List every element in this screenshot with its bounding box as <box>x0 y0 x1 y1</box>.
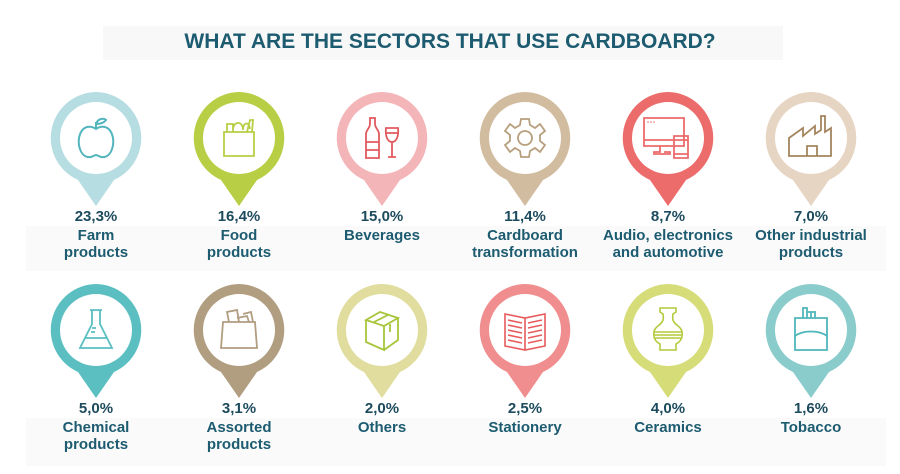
sector-label-line-1: Audio, electronics <box>602 227 734 244</box>
map-pin-marker <box>50 92 142 206</box>
sector-label-line-2: transformation <box>472 244 578 261</box>
map-pin-marker <box>336 284 428 398</box>
sector-label: Ceramics <box>588 419 748 436</box>
sector-label-line-1: Others <box>357 419 407 436</box>
sector-label: Stationery <box>445 419 605 436</box>
sector-percentage: 2,0% <box>364 400 400 417</box>
map-pin-marker <box>622 284 714 398</box>
sector-label-line-1: Tobacco <box>780 419 842 436</box>
sector-label-line-1: Ceramics <box>634 419 702 436</box>
sector-label-line-2: and automotive <box>612 244 724 261</box>
map-pin-marker <box>50 284 142 398</box>
sector-label: Tobacco <box>731 419 891 436</box>
map-pin-marker <box>479 284 571 398</box>
sector-label-line-1: Farm <box>77 227 115 244</box>
sector-label-line-2: products <box>63 244 129 261</box>
vase-icon <box>652 307 684 351</box>
sector-label-line-1: Other industrial <box>755 227 867 244</box>
cigarette-pack-icon <box>794 307 828 351</box>
map-pin-marker <box>622 92 714 206</box>
sector-label: Beverages <box>302 227 462 244</box>
sector-label-line-1: Stationery <box>488 419 562 436</box>
sector-label: Cardboard transformation <box>445 227 605 261</box>
sector-percentage: 23,3% <box>74 208 118 225</box>
apple-icon <box>77 117 115 159</box>
sector-percentage: 11,4% <box>504 208 546 225</box>
map-pin-marker <box>193 92 285 206</box>
map-pin-marker <box>479 92 571 206</box>
map-pin-marker <box>193 284 285 398</box>
sector-label-line-1: Cardboard <box>487 227 563 244</box>
gear-icon <box>503 118 547 158</box>
sector-percentage: 5,0% <box>78 400 114 417</box>
page-title: WHAT ARE THE SECTORS THAT USE CARDBOARD? <box>184 30 716 53</box>
sector-label-line-1: Food <box>220 227 258 244</box>
sector-label-line-1: Beverages <box>344 227 420 244</box>
shopping-bag-icon <box>220 308 258 349</box>
flask-icon <box>78 309 114 349</box>
sector-label: Food products <box>159 227 319 261</box>
sector-percentage: 2,5% <box>507 400 543 417</box>
factory-icon <box>788 115 832 157</box>
grocery-bag-icon <box>223 119 255 157</box>
sector-label: Assorted products <box>159 419 319 453</box>
sector-label-line-2: products <box>206 436 272 453</box>
sector-percentage: 7,0% <box>793 208 829 225</box>
sector-label-line-2: products <box>778 244 844 261</box>
sector-label-line-1: Assorted <box>206 419 272 436</box>
label-band-row-2 <box>26 418 886 466</box>
sector-label: Farm products <box>16 227 176 261</box>
sector-label: Chemical products <box>16 419 176 453</box>
map-pin-marker <box>765 284 857 398</box>
sector-label: Others <box>302 419 462 436</box>
sector-label-line-2: products <box>63 436 129 453</box>
devices-icon <box>643 117 689 159</box>
sector-percentage: 16,4% <box>217 208 261 225</box>
sector-label-line-2: products <box>206 244 272 261</box>
sector-percentage: 3,1% <box>221 400 257 417</box>
label-band-row-1 <box>26 226 886 271</box>
map-pin-marker <box>765 92 857 206</box>
sector-percentage: 15,0% <box>360 208 404 225</box>
map-pin-marker <box>336 92 428 206</box>
sector-label-line-1: Chemical <box>62 419 130 436</box>
wine-bottle-glass-icon <box>365 117 400 159</box>
sector-percentage: 1,6% <box>793 400 829 417</box>
sector-percentage: 8,7% <box>650 208 686 225</box>
sector-label: Other industrial products <box>731 227 891 261</box>
title-band <box>103 26 783 60</box>
sector-percentage: 4,0% <box>650 400 686 417</box>
sector-label: Audio, electronics and automotive <box>588 227 748 261</box>
box-icon <box>363 311 401 352</box>
book-icon <box>504 313 546 351</box>
